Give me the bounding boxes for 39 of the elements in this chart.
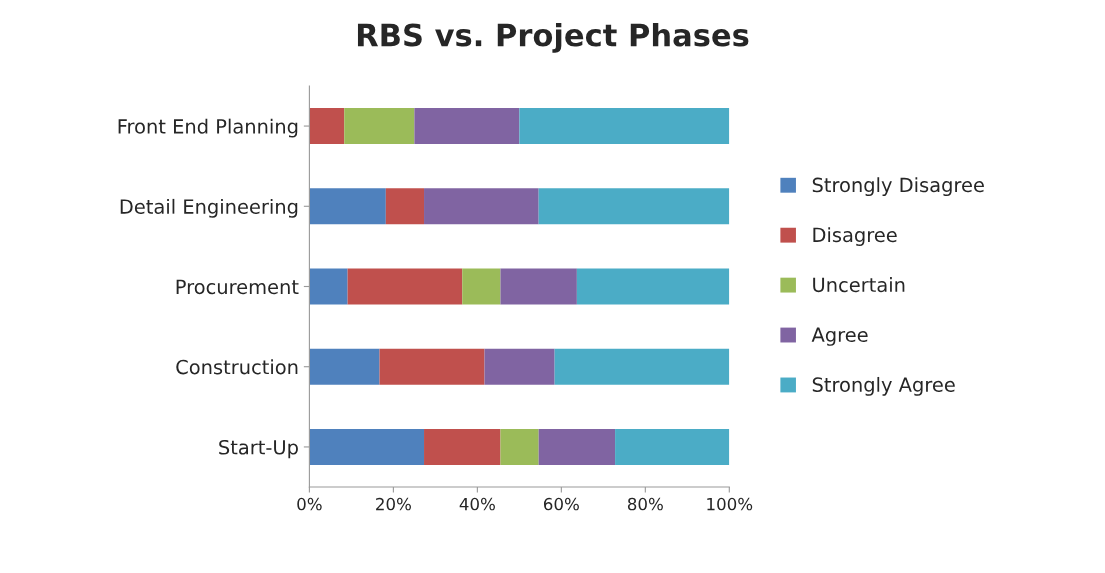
x-tick-label: 20% — [376, 497, 411, 511]
x-tick-label: 40% — [459, 497, 495, 511]
bar — [484, 348, 555, 385]
y-tick-label: Start-Up — [219, 439, 298, 459]
bar — [500, 428, 539, 465]
bar — [385, 188, 425, 225]
x-tick-label: 60% — [543, 497, 579, 511]
chart-title: RBS vs. Project Phases — [357, 22, 749, 53]
y-tick-label: Front End Planning — [118, 118, 298, 138]
legend-label: Disagree — [813, 227, 897, 246]
bar — [309, 348, 380, 385]
bar — [554, 348, 730, 385]
bar — [309, 268, 348, 305]
x-tick-label: 0% — [297, 497, 322, 511]
bar — [424, 188, 539, 225]
bar — [309, 428, 425, 465]
bar — [615, 428, 730, 465]
bar — [424, 428, 501, 465]
y-tick-label: Construction — [176, 359, 298, 375]
bar — [538, 428, 616, 465]
bar — [538, 188, 730, 225]
bar — [309, 108, 345, 145]
bar — [344, 108, 415, 145]
bar — [309, 188, 386, 225]
legend-label: Strongly Agree — [812, 376, 955, 396]
y-tick-label: Procurement — [176, 279, 299, 295]
x-tick-label: 100% — [707, 497, 753, 511]
y-tick-label: Detail Engineering — [120, 198, 298, 218]
bar — [414, 108, 520, 145]
bar — [347, 268, 463, 305]
x-tick-label: 80% — [627, 497, 663, 511]
legend-label: Agree — [811, 327, 868, 346]
bar — [519, 108, 730, 145]
legend-label: Uncertain — [813, 277, 905, 293]
bar — [379, 348, 485, 385]
bar — [500, 268, 577, 305]
bar — [462, 268, 501, 305]
bar — [576, 268, 730, 305]
legend-label: Strongly Disagree — [812, 177, 984, 197]
